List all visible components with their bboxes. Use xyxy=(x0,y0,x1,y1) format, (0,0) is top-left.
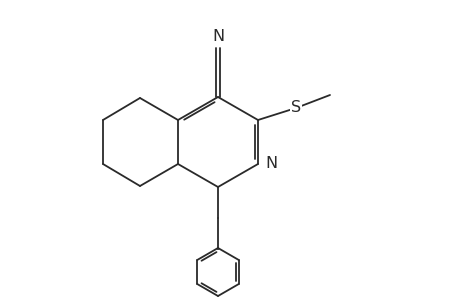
Text: S: S xyxy=(290,100,300,115)
Text: N: N xyxy=(212,29,224,44)
Text: N: N xyxy=(264,157,276,172)
